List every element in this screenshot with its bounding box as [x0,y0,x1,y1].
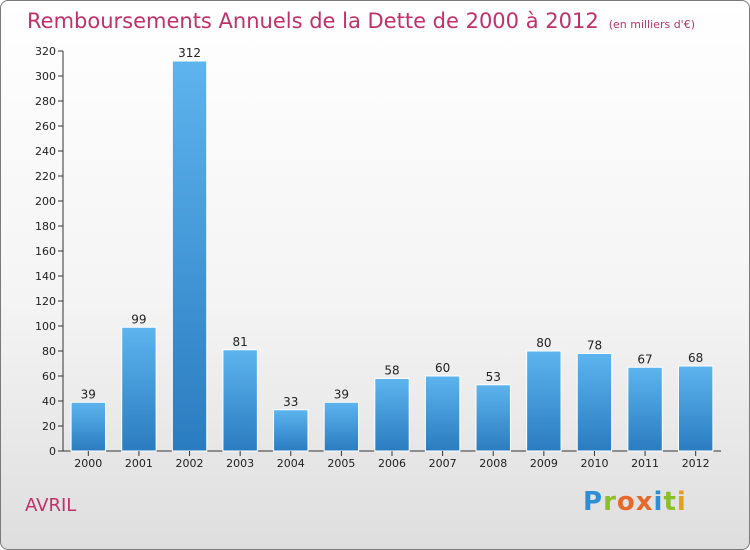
y-tick-label: 140 [35,270,56,283]
y-tick-label: 80 [42,345,56,358]
bars: 39 99 312 81 33 39 58 60 53 80 78 67 68 [70,46,714,452]
x-axis: 2000 2001 2002 2003 2004 2005 2006 2007 2008 2009… [74,451,710,470]
x-tick-label: 2003 [226,457,254,470]
bar-2012 [677,365,714,452]
y-tick-label: 0 [49,445,56,458]
x-tick-label: 2008 [479,457,507,470]
commune-name: AVRIL [25,495,77,516]
bar-2005 [323,401,360,452]
data-label-2003: 81 [233,335,248,349]
data-label-2007: 60 [435,361,450,375]
y-tick-label: 220 [35,170,56,183]
data-label-2005: 39 [334,387,349,401]
x-tick-label: 2006 [378,457,406,470]
bar-2006 [374,378,410,452]
y-tick-label: 280 [35,95,56,108]
y-tick-label: 260 [35,120,56,133]
y-tick-label: 120 [35,295,56,308]
x-tick-label: 2000 [74,457,102,470]
bar-2003 [222,349,258,452]
data-label-2009: 80 [536,336,551,350]
chart-title: Remboursements Annuels de la Dette de 20… [27,9,695,33]
y-tick-label: 160 [35,245,56,258]
logo-letter: o [616,487,636,517]
chart-subtitle: (en milliers d'€) [608,18,695,31]
y-tick-label: 320 [35,45,56,58]
proxiti-logo: Proxiti [583,487,687,517]
y-tick-label: 100 [35,320,56,333]
logo-letter: t [663,487,677,517]
data-label-2001: 99 [131,312,146,326]
logo-letter: x [635,487,654,517]
bar-2001 [121,326,157,452]
x-tick-label: 2007 [429,457,457,470]
y-axis: 0 20 40 60 80 100 120 140 160 180 200 220 240 260 280 3… [35,45,63,458]
y-tick-label: 300 [35,70,56,83]
bar-2009 [526,350,562,452]
chart-title-text: Remboursements Annuels de la Dette de 20… [27,9,599,33]
y-tick-label: 20 [42,420,56,433]
bar-2000 [70,401,107,452]
data-label-2011: 67 [637,352,652,366]
x-tick-label: 2012 [682,457,710,470]
y-tick-label: 60 [42,370,56,383]
x-tick-label: 2005 [327,457,355,470]
x-tick-label: 2001 [125,457,153,470]
logo-letter: r [603,487,617,517]
x-tick-label: 2010 [580,457,608,470]
data-label-2002: 312 [178,46,201,60]
x-tick-label: 2009 [530,457,558,470]
data-label-2010: 78 [587,339,602,353]
bar-2011 [627,366,663,452]
data-label-2006: 58 [384,364,399,378]
logo-letter: i [676,487,687,517]
data-label-2012: 68 [688,351,703,365]
y-tick-label: 240 [35,145,56,158]
bar-2002 [171,60,208,452]
y-tick-label: 40 [42,395,56,408]
data-label-2008: 53 [486,370,501,384]
x-tick-label: 2002 [176,457,204,470]
x-tick-label: 2011 [631,457,659,470]
x-tick-label: 2004 [277,457,305,470]
logo-letter: P [583,487,604,517]
y-tick-label: 200 [35,195,56,208]
bar-2008 [475,384,511,452]
data-label-2000: 39 [81,387,96,401]
bar-2004 [273,409,309,452]
data-label-2004: 33 [283,395,298,409]
logo-letter: i [653,487,664,517]
bar-2007 [424,375,461,452]
bar-2010 [576,353,613,452]
y-tick-label: 180 [35,220,56,233]
